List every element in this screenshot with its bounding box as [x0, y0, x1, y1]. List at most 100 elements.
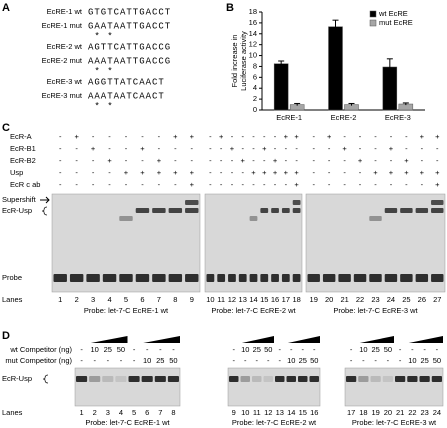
- wedge: [359, 336, 394, 343]
- lanes-label: Lanes: [2, 295, 23, 304]
- gel-band: [168, 208, 183, 213]
- amount: 25: [371, 345, 379, 354]
- lane-number: 8: [173, 295, 177, 304]
- panel-label: B: [226, 2, 234, 14]
- gel-band: [370, 376, 381, 382]
- sign: +: [219, 132, 224, 141]
- lane-number: 4: [107, 295, 111, 304]
- amount: -: [120, 356, 123, 365]
- bar: [273, 63, 289, 111]
- lane-number: 20: [384, 408, 392, 417]
- sign: -: [220, 156, 223, 165]
- gel-band: [292, 274, 301, 282]
- sign: -: [285, 180, 288, 189]
- amount: -: [399, 356, 402, 365]
- sign: +: [230, 144, 235, 153]
- sign: -: [274, 180, 277, 189]
- lane-number: 7: [158, 408, 162, 417]
- amount: 10: [359, 345, 367, 354]
- amount: 50: [433, 356, 441, 365]
- lane-number: 13: [276, 408, 284, 417]
- wedge: [90, 336, 128, 343]
- sign: -: [252, 132, 255, 141]
- sign: -: [92, 156, 95, 165]
- amount: -: [107, 356, 110, 365]
- lane-number: 17: [282, 295, 290, 304]
- sequence: GTGTCATTGACCT: [88, 7, 171, 17]
- gel-band: [307, 274, 320, 282]
- gel-band: [141, 376, 153, 382]
- gel-band: [431, 274, 444, 282]
- lane-number: 14: [249, 295, 257, 304]
- gel-band: [415, 208, 429, 213]
- lane-number: 6: [140, 295, 144, 304]
- gel-band: [229, 376, 239, 382]
- gel: [227, 367, 321, 407]
- gel-caption: Probe: let-7-C EcRE-1 wt: [84, 306, 169, 315]
- lane-number: 1: [79, 408, 83, 417]
- sign: -: [328, 156, 331, 165]
- gel-band: [167, 376, 179, 382]
- sign: -: [359, 168, 362, 177]
- row-label: EcR c ab: [10, 180, 40, 189]
- supershift-label: Supershift: [2, 195, 37, 204]
- sign: -: [343, 132, 346, 141]
- lane-number: 21: [340, 295, 348, 304]
- gel-band: [168, 274, 183, 282]
- sign: -: [436, 144, 439, 153]
- gel-band: [185, 208, 199, 213]
- sign: -: [125, 132, 128, 141]
- lane-number: 20: [325, 295, 333, 304]
- legend-label: wt EcRE: [378, 9, 408, 18]
- sequence-name: EcRE-1 mut: [42, 21, 83, 30]
- sign: -: [263, 132, 266, 141]
- sign: -: [59, 180, 62, 189]
- sign: -: [75, 144, 78, 153]
- sign: -: [421, 144, 424, 153]
- gel-band: [358, 376, 369, 382]
- amount: -: [399, 345, 402, 354]
- sequence: GAATAATTGACCT: [88, 21, 171, 31]
- lane-number: 1: [58, 295, 62, 304]
- amount: -: [80, 345, 83, 354]
- sign: -: [92, 180, 95, 189]
- sign: +: [173, 132, 178, 141]
- sign: -: [59, 156, 62, 165]
- sign: -: [295, 144, 298, 153]
- sign: -: [231, 156, 234, 165]
- lane-number: 3: [106, 408, 110, 417]
- sign: -: [421, 180, 424, 189]
- sign: +: [404, 168, 409, 177]
- sequence-name: EcRE-2 wt: [47, 42, 83, 51]
- gel-band: [228, 274, 236, 282]
- sequence-name: EcRE-1 wt: [47, 7, 83, 16]
- amount: -: [244, 356, 247, 365]
- sign: +: [157, 168, 162, 177]
- sign: -: [374, 144, 377, 153]
- sign: -: [141, 156, 144, 165]
- lane-number: 23: [420, 408, 428, 417]
- amount: -: [80, 356, 83, 365]
- sign: +: [435, 180, 440, 189]
- amount: -: [279, 345, 282, 354]
- sign: +: [140, 144, 145, 153]
- gel-band: [271, 274, 279, 282]
- y-tick-label: 6: [253, 72, 257, 81]
- amount: 10: [143, 356, 151, 365]
- sign: -: [343, 156, 346, 165]
- sign: -: [328, 168, 331, 177]
- gel: [74, 367, 181, 407]
- lane-number: 24: [387, 295, 395, 304]
- row-label: EcR-B2: [10, 156, 36, 165]
- y-axis-label: Fold increase in: [230, 35, 239, 88]
- x-tick-label: EcRE-3: [385, 113, 411, 122]
- gel-band: [275, 376, 285, 382]
- sequence: AAATAATTGACCG: [88, 56, 171, 66]
- gel-band: [431, 376, 442, 382]
- sign: +: [389, 168, 394, 177]
- y-tick-label: 10: [249, 51, 257, 60]
- gel-band: [419, 376, 430, 382]
- sign: +: [435, 168, 440, 177]
- amount: -: [362, 356, 365, 365]
